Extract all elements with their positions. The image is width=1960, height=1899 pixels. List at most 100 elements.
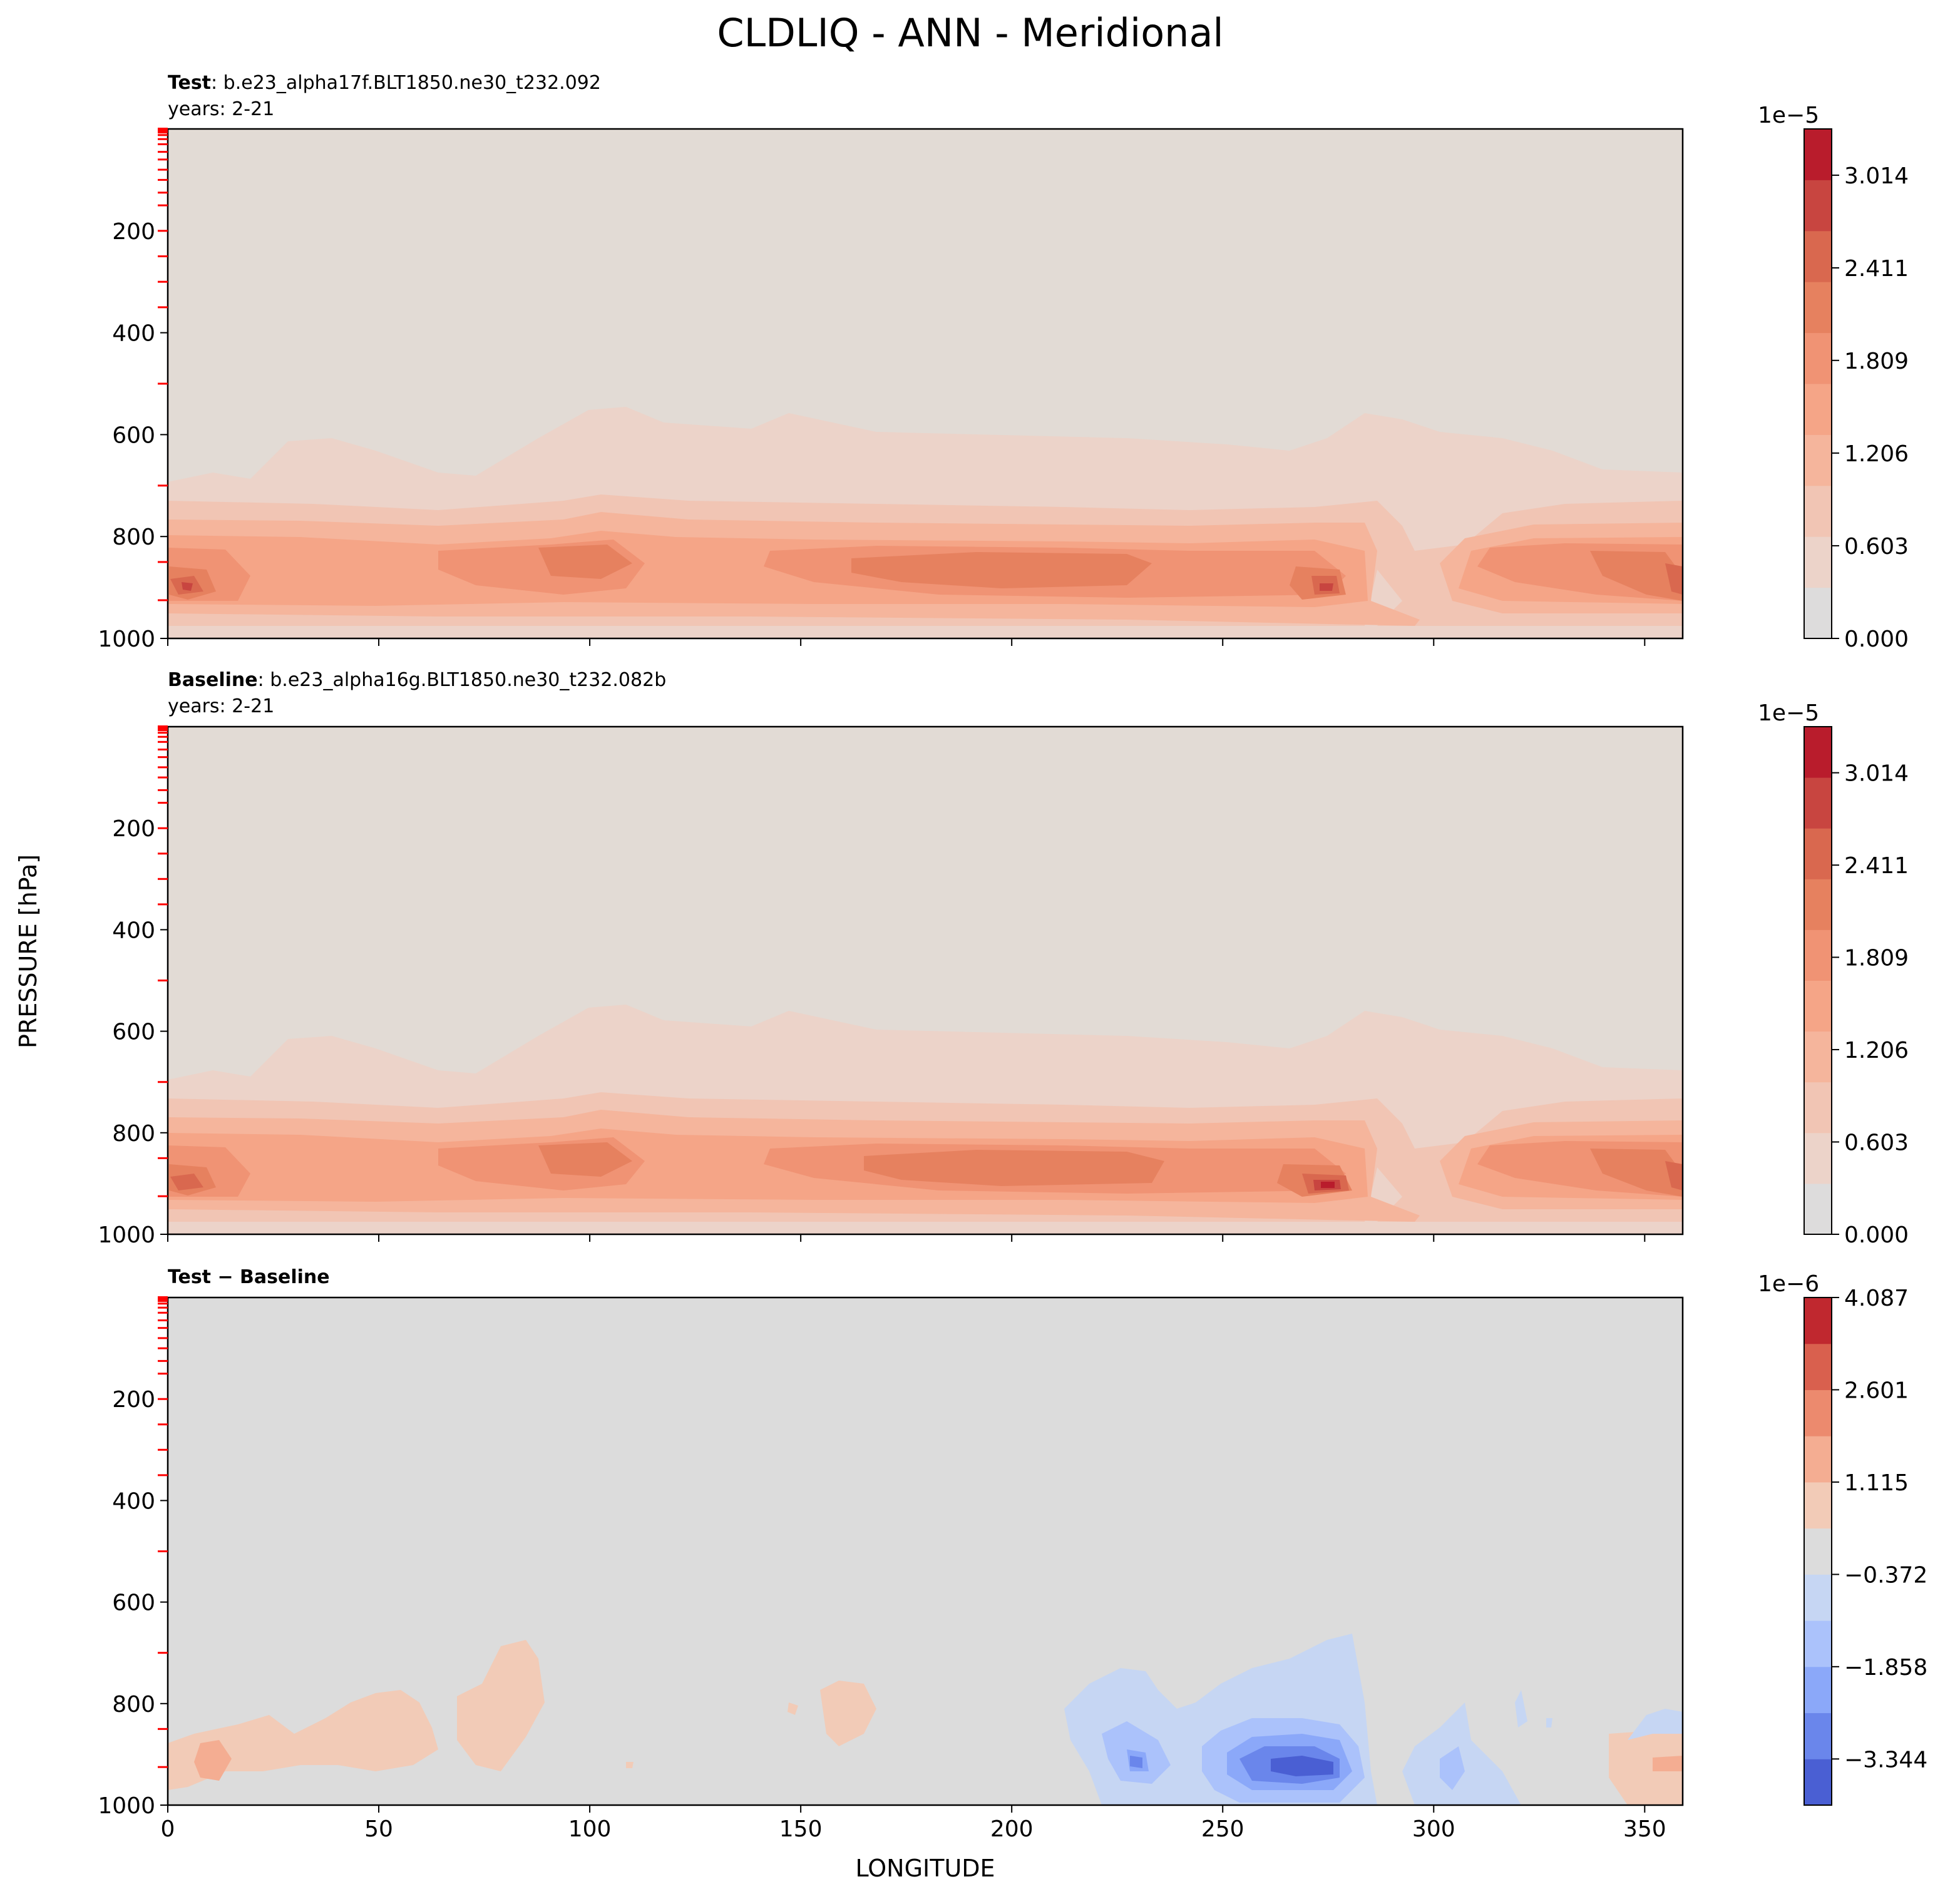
colorbar-frame (1804, 1297, 1832, 1806)
panel-subtitle: years: 2-21 (168, 98, 274, 120)
y-tick-label: 200 (112, 219, 155, 245)
x-tick-label: 50 (364, 1816, 393, 1842)
y-tick-label: 400 (112, 321, 155, 347)
y-tick-label: 1000 (98, 1793, 155, 1819)
colorbar-ticks: 0.000 0.603 1.206 1.809 2.411 3.014 (1832, 761, 1909, 1248)
colorbar-tick-label: 2.411 (1844, 853, 1909, 879)
level-markers (158, 128, 168, 601)
colorbar-step (1804, 1666, 1832, 1714)
colorbar-step (1804, 434, 1832, 486)
colorbar-step (1804, 332, 1832, 384)
colorbar-step (1804, 1436, 1832, 1483)
y-tick-label: 400 (112, 1488, 155, 1514)
colorbar-tick-label: −1.858 (1844, 1655, 1927, 1681)
colorbar-step (1804, 1620, 1832, 1667)
colorbar-step (1804, 929, 1832, 981)
colorbar-step (1804, 727, 1832, 778)
contour-level-6 (169, 1142, 1683, 1197)
colorbar-tick-label: 4.087 (1844, 1286, 1909, 1311)
colorbar-step (1804, 536, 1832, 588)
colorbar-step (1804, 1082, 1832, 1134)
colorbar-step (1804, 1298, 1832, 1344)
colorbar-frame (1804, 128, 1832, 639)
panel-title: Test − Baseline (168, 1266, 330, 1288)
panel-title-bold: Baseline (168, 669, 258, 691)
colorbar-step (1804, 384, 1832, 435)
colorbar-step (1804, 1528, 1832, 1575)
panel-title-bold: Test (168, 72, 211, 94)
colorbar-step (1804, 1031, 1832, 1083)
contour-level-9 (1321, 1182, 1335, 1188)
colorbar-step (1804, 129, 1832, 180)
contour-field (168, 1298, 1683, 1805)
colorbar-tick-label: 0.000 (1844, 1222, 1909, 1248)
colorbar-tick-label: 1.809 (1844, 945, 1909, 971)
colorbar-steps (1804, 727, 1832, 1235)
colorbar-tick-label: −0.372 (1844, 1562, 1927, 1588)
x-tick-label: 150 (779, 1816, 823, 1842)
panel-subtitle: years: 2-21 (168, 695, 274, 717)
y-ticks: 200 400 600 800 1000 (98, 219, 168, 652)
y-ticks: 200 400 600 800 1000 (98, 1387, 168, 1819)
colorbar-step (1804, 1132, 1832, 1184)
y-tick-label: 400 (112, 918, 155, 943)
colorbar-step (1804, 485, 1832, 537)
colorbar-tick-label: 2.601 (1844, 1378, 1909, 1403)
y-tick-label: 600 (112, 422, 155, 448)
y-tick-label: 800 (112, 1121, 155, 1147)
contour-level-pos-1 (168, 1640, 1683, 1805)
colorbar-tick-label: 2.411 (1844, 256, 1909, 282)
y-ticks: 200 400 600 800 1000 (98, 816, 168, 1248)
colorbar-exponent: 1e−5 (1758, 700, 1819, 726)
panel-title-case: : b.e23_alpha16g.BLT1850.ne30_t232.082b (258, 669, 667, 691)
colorbar-step (1804, 980, 1832, 1032)
y-tick-label: 800 (112, 1692, 155, 1717)
colorbar: 1e−5 0.000 0.603 1.206 1.809 2.411 3.014 (1758, 700, 1909, 1248)
colorbar-step (1804, 777, 1832, 829)
colorbar-step (1804, 230, 1832, 282)
panel-baseline: Baseline: b.e23_alpha16g.BLT1850.ne30_t2… (98, 669, 1909, 1248)
colorbar-step (1804, 879, 1832, 930)
x-axis-label: LONGITUDE (855, 1855, 995, 1882)
colorbar-ticks: 0.000 0.603 1.206 1.809 2.411 3.014 (1832, 163, 1909, 652)
colorbar-step (1804, 1712, 1832, 1759)
colorbar-step (1804, 1343, 1832, 1390)
colorbar-tick-label: 0.000 (1844, 627, 1909, 652)
colorbar-step (1804, 1759, 1832, 1806)
y-tick-label: 600 (112, 1590, 155, 1616)
y-tick-label: 800 (112, 525, 155, 550)
contour-level-6 (169, 545, 1683, 601)
panel-title-bold: Test − Baseline (168, 1266, 330, 1288)
colorbar: 1e−6 4.087 2.601 1.115 −0.372 −1.858 −3.344 (1758, 1271, 1927, 1806)
x-tick-label: 350 (1623, 1816, 1666, 1842)
colorbar-tick-label: 1.206 (1844, 441, 1909, 467)
colorbar-tick-label: 1.206 (1844, 1038, 1909, 1063)
x-tick-label: 250 (1201, 1816, 1244, 1842)
contour-field (168, 727, 1683, 1234)
y-axis-label: PRESSURE [hPa] (14, 854, 42, 1048)
colorbar-step (1804, 1482, 1832, 1529)
colorbar-exponent: 1e−5 (1758, 103, 1819, 128)
colorbar-step (1804, 1183, 1832, 1235)
panel-test: Test: b.e23_alpha17f.BLT1850.ne30_t232.0… (98, 72, 1909, 652)
colorbar-steps (1804, 1298, 1832, 1806)
figure-title: CLDLIQ - ANN - Meridional (717, 10, 1223, 56)
colorbar-step (1804, 587, 1832, 639)
colorbar-step (1804, 180, 1832, 232)
colorbar-exponent: 1e−6 (1758, 1271, 1819, 1297)
y-tick-label: 200 (112, 1387, 155, 1413)
x-tick-label: 100 (568, 1816, 612, 1842)
colorbar-ticks: 4.087 2.601 1.115 −0.372 −1.858 −3.344 (1832, 1286, 1927, 1773)
x-ticks (167, 638, 1646, 646)
y-tick-label: 1000 (98, 627, 155, 652)
y-tick-label: 200 (112, 816, 155, 842)
y-tick-label: 1000 (98, 1222, 155, 1248)
colorbar-step (1804, 1390, 1832, 1436)
colorbar-tick-label: 3.014 (1844, 761, 1909, 787)
panel-difference: Test − Baseline 0 50 100 150 200 250 300 350 20… (98, 1266, 1927, 1842)
colorbar-tick-label: 1.115 (1844, 1470, 1909, 1496)
colorbar-step (1804, 1574, 1832, 1621)
colorbar-tick-label: 1.809 (1844, 349, 1909, 374)
x-ticks (167, 1234, 1646, 1242)
colorbar: 1e−5 0.000 0.603 1.206 1.809 2.411 3.014 (1758, 103, 1909, 652)
